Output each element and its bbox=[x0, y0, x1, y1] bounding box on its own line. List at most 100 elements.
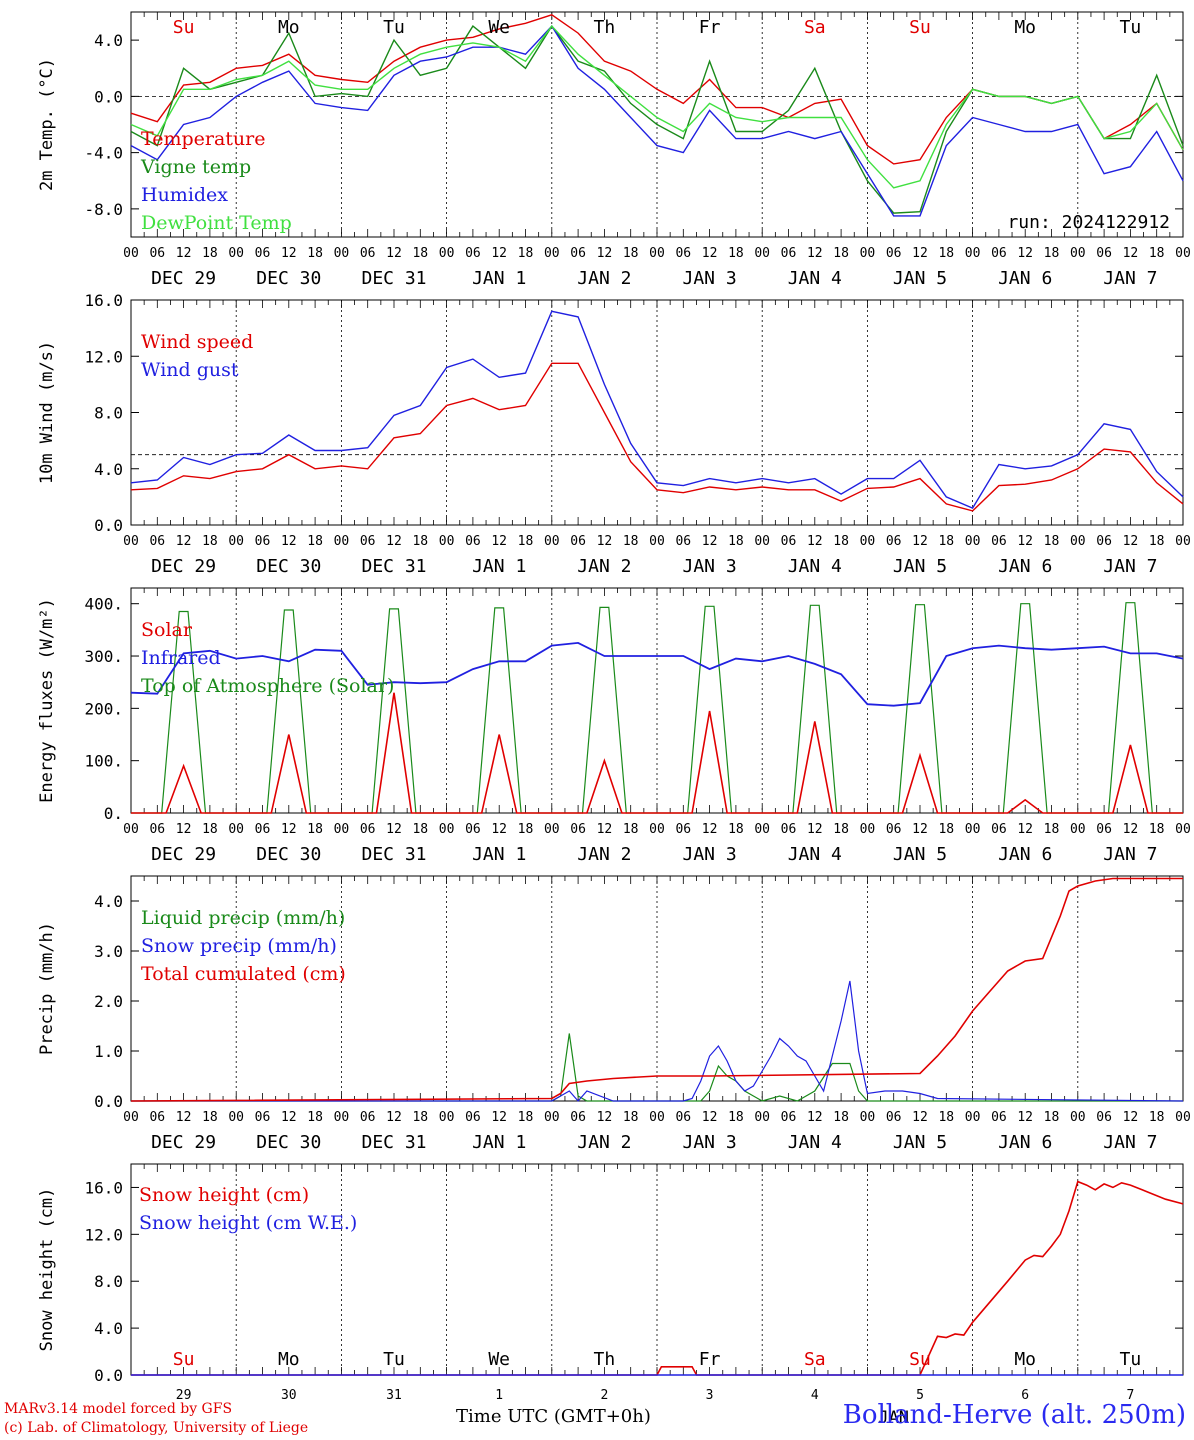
temp-weekday-label: Su bbox=[909, 17, 931, 38]
temp-hour-label: 12 bbox=[491, 246, 507, 261]
temp-hour-label: 00 bbox=[649, 246, 665, 261]
wind-hour-label: 12 bbox=[386, 534, 402, 549]
energy-hour-label: 06 bbox=[149, 822, 165, 837]
energy-date-label: DEC 31 bbox=[361, 844, 426, 865]
precip-hour-label: 12 bbox=[1017, 1110, 1033, 1125]
wind-date-label: JAN 2 bbox=[577, 556, 631, 577]
temp-hour-label: 12 bbox=[386, 246, 402, 261]
temp-hour-label: 06 bbox=[675, 246, 691, 261]
station-title: Bolland-Herve (alt. 250m) bbox=[842, 1400, 1186, 1430]
precip-date-label: JAN 3 bbox=[683, 1132, 737, 1153]
precip-ytick-label: 0.0 bbox=[94, 1092, 123, 1111]
precip-hour-label: 00 bbox=[439, 1110, 455, 1125]
credit-line-1: MARv3.14 model forced by GFS bbox=[4, 1401, 233, 1417]
precip-date-label: DEC 29 bbox=[151, 1132, 216, 1153]
snow-weekday-label: Th bbox=[594, 1349, 616, 1370]
energy-hour-label: 12 bbox=[491, 822, 507, 837]
temp-date-label: JAN 2 bbox=[577, 268, 631, 289]
temp-hour-label: 00 bbox=[439, 246, 455, 261]
precip-date-label: DEC 31 bbox=[361, 1132, 426, 1153]
precip-hour-label: 12 bbox=[597, 1110, 613, 1125]
wind-hour-label: 18 bbox=[1149, 534, 1165, 549]
temp-date-label: JAN 4 bbox=[788, 268, 842, 289]
energy-hour-label: 18 bbox=[938, 822, 954, 837]
snow-day-number: 29 bbox=[176, 1388, 192, 1403]
temp-weekday-label: Tu bbox=[1120, 17, 1142, 38]
wind-hour-label: 12 bbox=[807, 534, 823, 549]
temp-hour-label: 00 bbox=[754, 246, 770, 261]
temp-hour-label: 18 bbox=[938, 246, 954, 261]
precip-hour-label: 06 bbox=[991, 1110, 1007, 1125]
precip-series-snow-precip-mm-h- bbox=[131, 980, 1184, 1102]
temp-hour-label: 18 bbox=[202, 246, 218, 261]
temp-hour-label: 18 bbox=[1149, 246, 1165, 261]
energy-date-label: JAN 7 bbox=[1103, 844, 1157, 865]
temp-hour-label: 06 bbox=[781, 246, 797, 261]
wind-hour-label: 18 bbox=[307, 534, 323, 549]
temp-hour-label: 18 bbox=[1044, 246, 1060, 261]
energy-hour-label: 12 bbox=[1123, 822, 1139, 837]
precip-date-label: DEC 30 bbox=[256, 1132, 321, 1153]
wind-series-wind-speed bbox=[130, 362, 1184, 512]
energy-hour-label: 12 bbox=[176, 822, 192, 837]
temp-date-label: JAN 7 bbox=[1103, 268, 1157, 289]
temp-date-label: JAN 6 bbox=[998, 268, 1052, 289]
temp-ylabel: 2m Temp. (°C) bbox=[37, 58, 57, 191]
legend-snow-height-cm-w-e-: Snow height (cm W.E.) bbox=[139, 1212, 357, 1234]
snow-ytick-label: 0.0 bbox=[94, 1366, 123, 1385]
wind-hour-label: 06 bbox=[886, 534, 902, 549]
temp-date-label: DEC 30 bbox=[256, 268, 321, 289]
precip-hour-label: 18 bbox=[202, 1110, 218, 1125]
temp-weekday-label: Sa bbox=[804, 17, 826, 38]
temp-series-dewpoint-temp bbox=[130, 25, 1184, 189]
wind-hour-label: 12 bbox=[597, 534, 613, 549]
snow-ytick-label: 16.0 bbox=[84, 1178, 123, 1197]
temp-ytick-label: 0.0 bbox=[94, 87, 123, 106]
legend-top-of-atmosphere-solar-: Top of Atmosphere (Solar) bbox=[141, 675, 394, 697]
legend-temperature: Temperature bbox=[141, 128, 265, 150]
energy-hour-label: 18 bbox=[518, 822, 534, 837]
precip-ytick-label: 2.0 bbox=[94, 992, 123, 1011]
wind-date-label: DEC 30 bbox=[256, 556, 321, 577]
energy-ytick-label: 100. bbox=[84, 752, 123, 771]
precip-hour-label: 00 bbox=[1070, 1110, 1086, 1125]
wind-ylabel: 10m Wind (m/s) bbox=[37, 341, 57, 484]
x-axis-label: Time UTC (GMT+0h) bbox=[456, 1406, 651, 1427]
temp-weekday-label: Fr bbox=[699, 17, 721, 38]
wind-hour-label: 06 bbox=[675, 534, 691, 549]
wind-hour-label: 18 bbox=[1044, 534, 1060, 549]
temp-hour-label: 18 bbox=[412, 246, 428, 261]
temp-hour-label: 06 bbox=[570, 246, 586, 261]
temp-hour-label: 12 bbox=[597, 246, 613, 261]
wind-ytick-label: 4.0 bbox=[94, 460, 123, 479]
precip-hour-label: 12 bbox=[702, 1110, 718, 1125]
temp-hour-label: 00 bbox=[1070, 246, 1086, 261]
wind-hour-label: 00 bbox=[1175, 534, 1191, 549]
wind-ytick-label: 0.0 bbox=[94, 516, 123, 535]
precip-hour-label: 00 bbox=[754, 1110, 770, 1125]
precip-series-total-cumulated bbox=[130, 877, 1183, 1102]
energy-date-label: JAN 2 bbox=[577, 844, 631, 865]
snow-weekday-label: Tu bbox=[383, 1349, 405, 1370]
snow-ylabel: Snow height (cm) bbox=[37, 1188, 57, 1352]
energy-hour-label: 00 bbox=[1070, 822, 1086, 837]
temp-series-humidex bbox=[130, 24, 1184, 217]
snow-day-number: 1 bbox=[495, 1388, 503, 1403]
temp-hour-label: 06 bbox=[1096, 246, 1112, 261]
run-annotation: run: 2024122912 bbox=[1007, 212, 1170, 233]
energy-hour-label: 06 bbox=[886, 822, 902, 837]
wind-date-label: JAN 4 bbox=[788, 556, 842, 577]
wind-hour-label: 06 bbox=[465, 534, 481, 549]
energy-hour-label: 00 bbox=[1175, 822, 1191, 837]
temp-weekday-label: Th bbox=[594, 17, 616, 38]
precip-date-label: JAN 1 bbox=[472, 1132, 526, 1153]
energy-hour-label: 18 bbox=[307, 822, 323, 837]
precip-ytick-label: 3.0 bbox=[94, 942, 123, 961]
snow-weekday-label: Mo bbox=[1014, 1349, 1036, 1370]
credit-line-2: (c) Lab. of Climatology, University of L… bbox=[4, 1420, 309, 1436]
snow-ytick-label: 8.0 bbox=[94, 1272, 123, 1291]
precip-date-label: JAN 6 bbox=[998, 1132, 1052, 1153]
wind-date-label: JAN 7 bbox=[1103, 556, 1157, 577]
precip-hour-label: 18 bbox=[1044, 1110, 1060, 1125]
temp-weekday-label: We bbox=[488, 17, 510, 38]
